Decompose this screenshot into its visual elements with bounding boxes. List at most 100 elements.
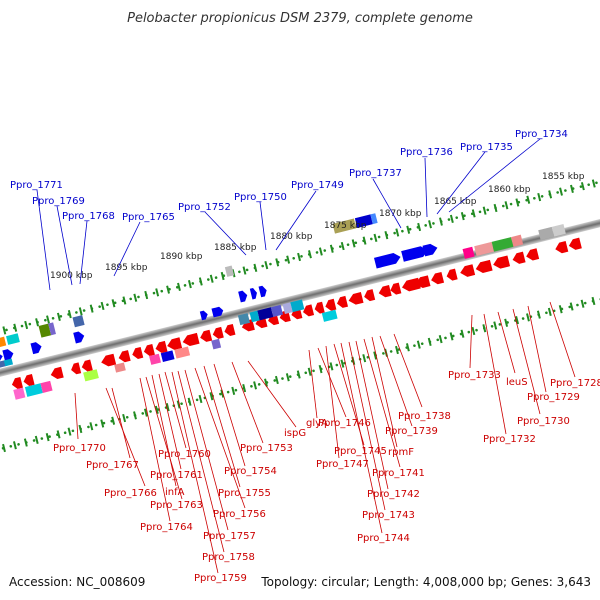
feature-box (174, 346, 191, 359)
gene-arrow (431, 271, 445, 285)
scale-tick (209, 274, 214, 283)
track-dot (579, 185, 583, 188)
scale-tick (242, 384, 247, 393)
gene-label[interactable]: Ppro_1756 (213, 509, 266, 520)
feature-box (282, 302, 293, 315)
track-dot (595, 181, 598, 185)
scale-tick (526, 195, 531, 204)
gene-label[interactable]: Ppro_1743 (362, 510, 415, 521)
scale-tick (504, 201, 509, 210)
scale-tick (2, 443, 6, 453)
gene-arrow (81, 359, 93, 372)
gene-label[interactable]: infA (165, 487, 185, 498)
scale-tick (307, 367, 312, 376)
track-dot (5, 328, 8, 332)
gene-label[interactable]: Ppro_1765 (122, 212, 175, 223)
scale-tick (373, 233, 378, 243)
scale-tick (35, 318, 40, 327)
gene-label[interactable]: Ppro_1750 (234, 192, 287, 203)
track-dot (354, 241, 358, 245)
track-dot (432, 222, 435, 225)
scale-tick (253, 381, 258, 390)
gene-label[interactable]: Ppro_1768 (62, 211, 115, 222)
track-dot (377, 235, 381, 239)
gene-label[interactable]: Ppro_1753 (240, 443, 293, 454)
gene-label[interactable]: Ppro_1747 (316, 459, 369, 470)
gene-label[interactable]: Ppro_1741 (372, 468, 425, 479)
track-dot (478, 210, 482, 214)
scale-tick (45, 432, 50, 442)
gene-label[interactable]: Ppro_1739 (385, 426, 438, 437)
track-dot (234, 388, 238, 392)
gene-arrow (325, 298, 337, 311)
gene-arrow (11, 376, 23, 389)
gene-label[interactable]: Ppro_1770 (53, 443, 106, 454)
gene-label[interactable]: leuS (506, 377, 528, 388)
track-dot (28, 322, 32, 326)
scale-tick (591, 179, 596, 188)
gene-label[interactable]: Ppro_1749 (291, 180, 344, 191)
scale-tick (362, 354, 367, 363)
gene-label[interactable]: Ppro_1769 (32, 196, 85, 207)
gene-label[interactable]: Ppro_1734 (515, 129, 568, 140)
gene-label[interactable]: Ppro_1763 (150, 500, 203, 511)
genome-summary: Topology: circular; Length: 4,008,000 bp… (260, 575, 591, 589)
gene-label[interactable]: Ppro_1760 (158, 449, 211, 460)
gene-arrow (2, 349, 14, 362)
gene-label[interactable]: Ppro_1754 (224, 466, 277, 477)
scale-label: 1870 kbp (379, 209, 422, 219)
scale-label: 1890 kbp (160, 252, 203, 262)
feature-box (24, 383, 43, 397)
track-dot (180, 402, 183, 406)
track-dot (141, 412, 145, 415)
scale-ticks (2, 179, 596, 453)
track-dot (129, 297, 133, 301)
gene-label[interactable]: Ppro_1733 (448, 370, 501, 381)
gene-label[interactable]: Ppro_1744 (357, 533, 410, 544)
track-dot (370, 237, 373, 241)
gene-label[interactable]: rpmF (388, 447, 414, 458)
reverse-label-leaders (74, 301, 576, 574)
gene-label[interactable]: Ppro_1735 (460, 142, 513, 153)
gene-label[interactable]: Ppro_1746 (318, 418, 371, 429)
track-dot (20, 324, 24, 328)
gene-label[interactable]: Ppro_1766 (104, 488, 157, 499)
gene-label[interactable]: Ppro_1759 (194, 573, 247, 584)
gene-label[interactable]: ispG (284, 428, 306, 439)
gene-label[interactable]: Ppro_1732 (483, 434, 536, 445)
gene-label[interactable]: Ppro_1757 (203, 531, 256, 542)
scale-tick (471, 326, 476, 336)
gene-label[interactable]: Ppro_1767 (86, 460, 139, 471)
feature-box (511, 234, 524, 247)
gene-label[interactable]: Ppro_1745 (334, 446, 387, 457)
gene-label[interactable]: Ppro_1758 (202, 552, 255, 563)
gene-label[interactable]: Ppro_1755 (218, 488, 271, 499)
forward-gene-track (0, 243, 438, 365)
gene-label[interactable]: Ppro_1761 (150, 470, 203, 481)
track-dot (292, 256, 296, 260)
gene-label[interactable]: Ppro_1764 (140, 522, 193, 533)
gene-arrow (422, 243, 438, 257)
scale-tick (264, 260, 269, 270)
gene-label[interactable]: Ppro_1742 (367, 489, 420, 500)
gene-label[interactable]: Ppro_1771 (10, 180, 63, 191)
track-dot (250, 385, 253, 388)
scale-tick (526, 313, 530, 322)
feature-box (0, 336, 7, 349)
feature-box (160, 350, 175, 363)
gene-label[interactable]: Ppro_1737 (349, 168, 402, 179)
gene-label[interactable]: Ppro_1736 (400, 147, 453, 158)
track-dot (257, 383, 261, 386)
gene-arrow (238, 290, 248, 303)
feature-box (6, 333, 20, 345)
track-dot (125, 415, 129, 419)
gene-label[interactable]: Ppro_1729 (527, 392, 580, 403)
gene-label[interactable]: Ppro_1738 (398, 411, 451, 422)
track-dot (44, 318, 47, 322)
gene-label[interactable]: Ppro_1752 (178, 202, 231, 213)
gene-label[interactable]: Ppro_1728 (550, 378, 600, 389)
gene-label[interactable]: Ppro_1730 (517, 416, 570, 427)
gene-label[interactable]: glyA (306, 418, 328, 429)
reverse-gene-track (11, 237, 582, 389)
scale-tick (570, 184, 574, 194)
